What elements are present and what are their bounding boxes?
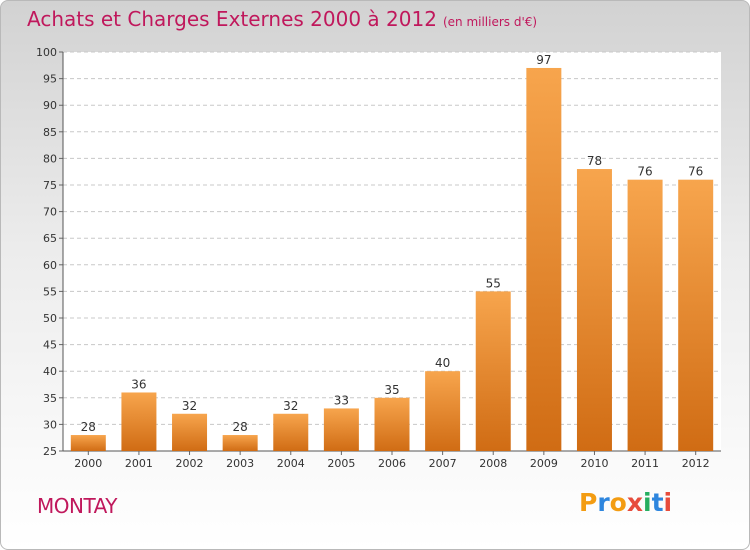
logo-letter: x (626, 488, 643, 517)
x-tick-label: 2007 (429, 457, 457, 470)
x-tick-label: 2008 (479, 457, 507, 470)
bar (273, 413, 309, 451)
data-label: 36 (131, 377, 146, 391)
y-tick-label: 25 (43, 445, 57, 458)
logo-letter: i (663, 488, 673, 517)
x-tick-label: 2009 (530, 457, 558, 470)
title-text: Achats et Charges Externes 2000 à 2012 (27, 7, 437, 31)
y-tick-label: 65 (43, 232, 57, 245)
data-label: 55 (486, 276, 501, 290)
bar (222, 435, 258, 451)
x-tick-label: 2004 (277, 457, 305, 470)
bar (425, 371, 461, 451)
logo-letter: i (643, 488, 652, 517)
y-tick-label: 85 (43, 126, 57, 139)
y-tick-label: 100 (36, 46, 57, 59)
x-tick-label: 2006 (378, 457, 406, 470)
data-label: 97 (536, 53, 551, 67)
data-label: 32 (182, 399, 197, 413)
y-tick-label: 60 (43, 259, 57, 272)
data-label: 40 (435, 356, 450, 370)
data-label: 32 (283, 399, 298, 413)
y-tick-label: 30 (43, 418, 57, 431)
x-tick-label: 2001 (125, 457, 153, 470)
y-tick-label: 70 (43, 206, 57, 219)
x-tick-label: 2011 (631, 457, 659, 470)
y-tick-label: 50 (43, 312, 57, 325)
y-tick-label: 45 (43, 339, 57, 352)
x-tick-label: 2010 (580, 457, 608, 470)
bar (374, 397, 410, 451)
data-label: 78 (587, 154, 602, 168)
y-tick-label: 35 (43, 392, 57, 405)
data-label: 28 (233, 420, 248, 434)
bar (576, 169, 612, 452)
y-tick-label: 95 (43, 73, 57, 86)
x-tick-label: 2002 (176, 457, 204, 470)
bar (323, 408, 359, 451)
proxiti-logo: Proxiti (579, 488, 672, 517)
unit-label: (en milliers d'€) (442, 15, 538, 29)
bar (70, 435, 106, 451)
logo-letter: r (597, 488, 610, 517)
x-tick-label: 2003 (226, 457, 254, 470)
bar (678, 179, 714, 451)
data-label: 28 (81, 420, 96, 434)
bar (627, 179, 663, 451)
y-tick-label: 90 (43, 99, 57, 112)
y-tick-label: 75 (43, 179, 57, 192)
data-label: 76 (688, 165, 703, 179)
y-tick-label: 40 (43, 365, 57, 378)
data-label: 33 (334, 393, 349, 407)
bar (172, 413, 208, 451)
data-label: 76 (637, 165, 652, 179)
bar (475, 291, 511, 451)
x-tick-label: 2012 (682, 457, 710, 470)
logo-letter: P (579, 488, 598, 517)
logo-letter: t (651, 488, 664, 517)
x-tick-label: 2000 (74, 457, 102, 470)
town-name: MONTAY (37, 494, 117, 518)
bar (121, 392, 157, 451)
chart-title: Achats et Charges Externes 2000 à 2012 (e… (27, 7, 537, 31)
data-label: 35 (384, 383, 399, 397)
y-tick-label: 80 (43, 152, 57, 165)
logo-letter: o (609, 488, 627, 517)
x-tick-label: 2005 (327, 457, 355, 470)
bar (526, 67, 562, 452)
y-tick-label: 55 (43, 285, 57, 298)
